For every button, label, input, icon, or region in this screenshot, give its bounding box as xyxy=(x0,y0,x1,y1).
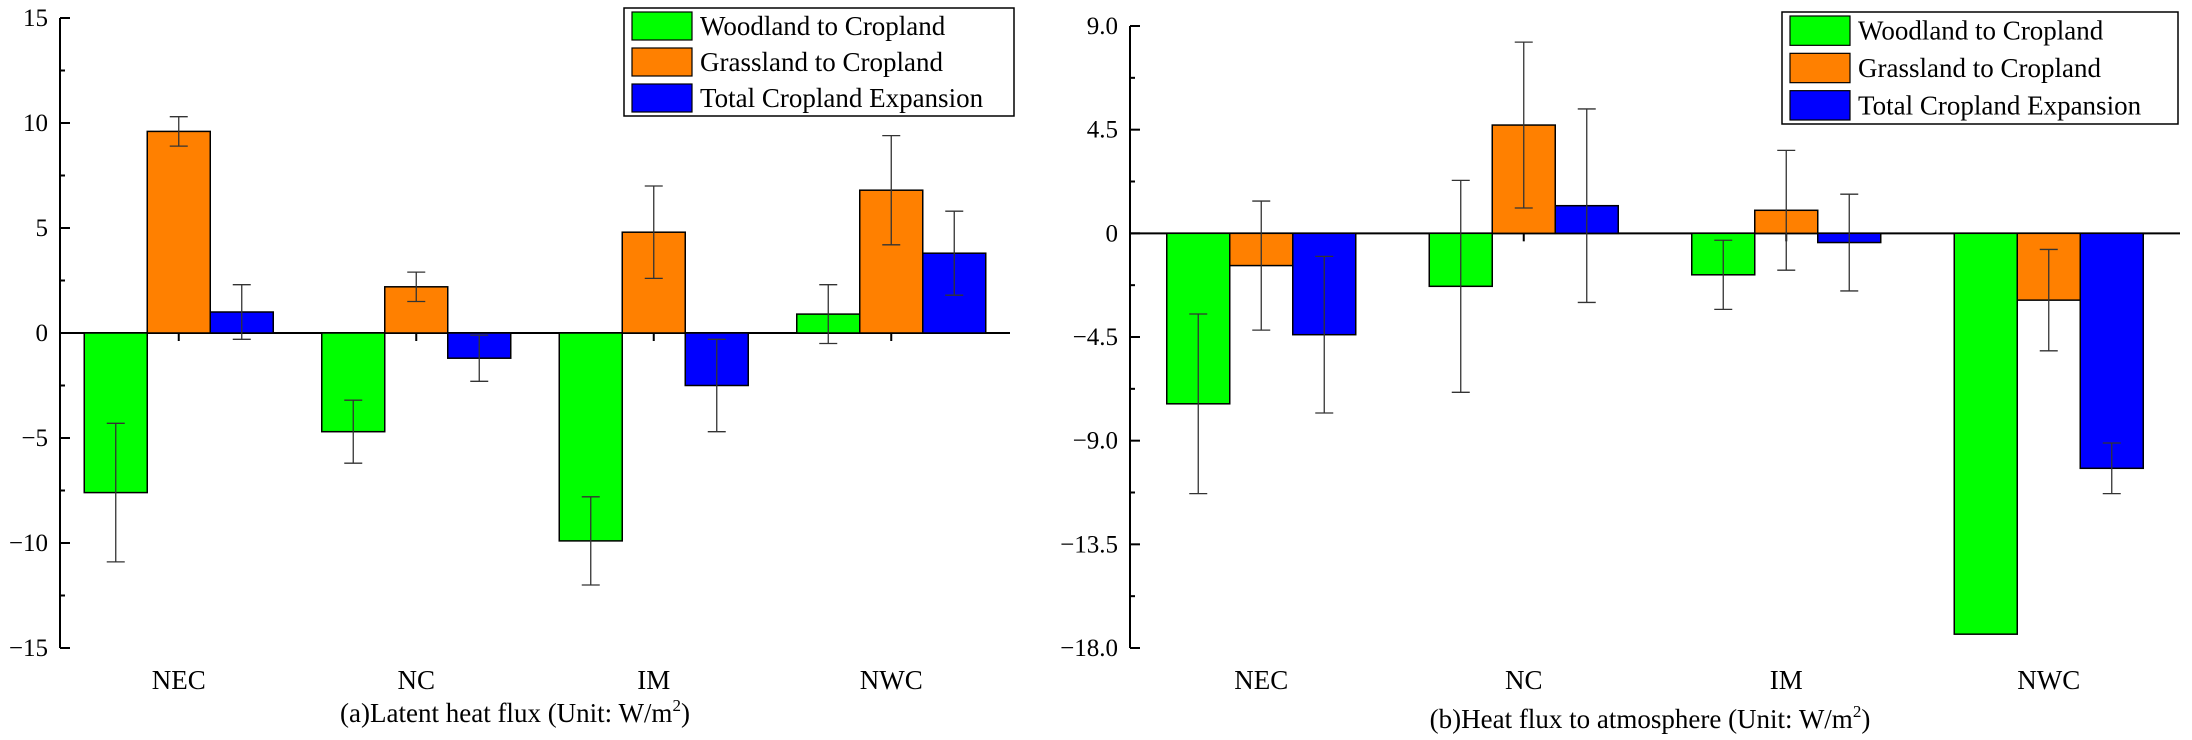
legend: Woodland to Cropland Grassland to Croplan… xyxy=(1781,11,2179,125)
legend-label: Woodland to Cropland xyxy=(700,11,946,41)
legend-swatch xyxy=(1789,52,1851,84)
y-tick-label: 9.0 xyxy=(1087,13,1118,40)
y-tick-label: 0 xyxy=(36,320,49,347)
bar-nwc-series-2 xyxy=(2079,232,2144,470)
y-tick-label: 15 xyxy=(23,5,48,32)
y-tick-label: −18.0 xyxy=(1060,635,1118,662)
caption-superscript: 2 xyxy=(672,696,681,715)
category-label: NC xyxy=(1505,665,1543,695)
chart-panel-a: −15 −10 −5 0 5 10 15 NEC NC IM NWC Woodland to Crop… xyxy=(9,5,1015,728)
chart-caption: (b)Heat flux to atmosphere (Unit: W/m2) xyxy=(1430,702,1871,734)
y-tick-label: 0 xyxy=(1106,220,1119,247)
legend-label: Woodland to Cropland xyxy=(1858,16,2104,46)
y-tick-label: −10 xyxy=(9,530,48,557)
legend-label: Total Cropland Expansion xyxy=(700,83,984,113)
bar-nec-series-1 xyxy=(146,130,211,334)
legend-swatch xyxy=(631,11,693,41)
legend: Woodland to Cropland Grassland to Croplan… xyxy=(623,7,1015,117)
legend-swatch xyxy=(1789,90,1851,121)
category-label: NEC xyxy=(1234,665,1288,695)
legend-label: Grassland to Cropland xyxy=(1858,53,2101,83)
y-tick-label: −15 xyxy=(9,635,48,662)
y-tick-label: 4.5 xyxy=(1087,117,1118,144)
category-label: NC xyxy=(397,665,435,695)
legend-label: Total Cropland Expansion xyxy=(1858,90,2142,120)
bar-nwc-series-0 xyxy=(1953,232,2018,635)
legend-swatch xyxy=(631,47,693,77)
category-label: NEC xyxy=(152,665,206,695)
chart-caption: (a)Latent heat flux (Unit: W/m2) xyxy=(340,696,690,728)
legend-label: Grassland to Cropland xyxy=(700,47,943,77)
y-tick-label: 10 xyxy=(23,110,48,137)
caption-superscript: 2 xyxy=(1853,702,1862,721)
y-tick-label: −4.5 xyxy=(1073,324,1118,351)
category-label: IM xyxy=(1770,665,1803,695)
legend-swatch xyxy=(631,83,693,113)
legend-swatch xyxy=(1789,15,1851,46)
y-tick-label: −13.5 xyxy=(1060,531,1118,558)
y-tick-label: −9.0 xyxy=(1073,428,1118,455)
chart-panel-b: −18.0 −13.5 −9.0 −4.5 0 4.5 9.0 NEC NC IM NWC Woodl… xyxy=(1060,11,2180,734)
category-label: IM xyxy=(637,665,670,695)
category-label: NWC xyxy=(860,665,923,695)
y-tick-label: 5 xyxy=(36,215,49,242)
y-tick-label: −5 xyxy=(21,425,48,452)
category-label: NWC xyxy=(2017,665,2080,695)
